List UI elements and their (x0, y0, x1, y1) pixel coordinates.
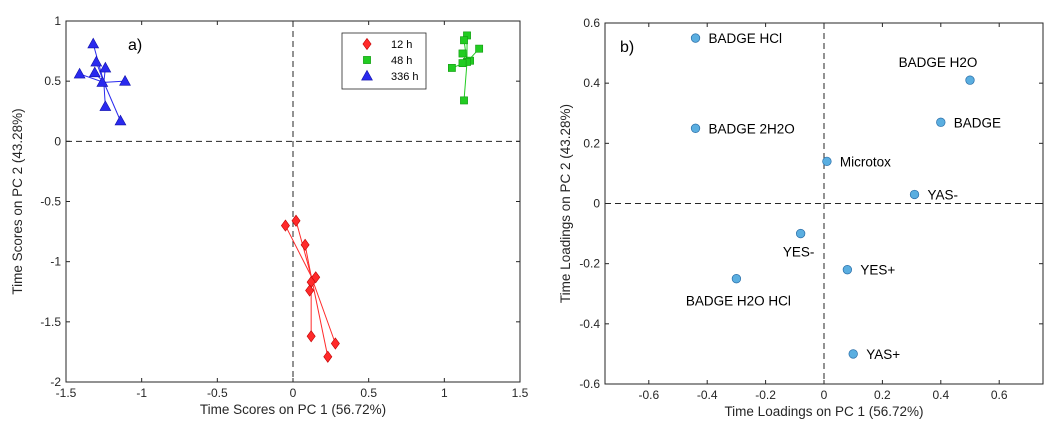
loading-point-label: YES- (783, 245, 815, 260)
y-tick-label: -0.5 (40, 195, 61, 209)
scores-plot-panel: -1.5 -1 -0.5 0 0.5 1 1.5-2-1.5-1-0.500.51Time … (10, 14, 529, 417)
loading-point (731, 274, 742, 284)
data-point-12-h (323, 350, 333, 363)
series-line-12-h (310, 276, 329, 357)
series-line-12-h (310, 275, 336, 344)
data-point-336-h (119, 74, 131, 86)
loading-point (842, 265, 853, 275)
series-line-12-h (284, 225, 312, 277)
x-tick-label: 0.5 (360, 386, 377, 400)
y-tick-label: 0 (593, 197, 600, 211)
series-line-12-h (304, 244, 312, 277)
loading-point-label: BADGE 2H2O (709, 121, 795, 136)
x-axis-label: Time Loadings on PC 1 (56.72%) (724, 404, 923, 419)
legend-label: 48 h (391, 55, 412, 67)
y-tick-label: 0.4 (583, 76, 600, 90)
x-tick-label: 1.5 (512, 386, 529, 400)
loading-point (909, 189, 920, 200)
x-tick-label: -0.4 (697, 388, 718, 402)
legend-marker (363, 56, 371, 64)
data-point-12-h (305, 284, 315, 297)
loading-point-label: YAS- (928, 187, 959, 202)
data-point-336-h (73, 67, 86, 79)
loading-point (690, 123, 701, 133)
x-tick-label: 0 (821, 388, 828, 402)
loading-point-label: YAS+ (866, 347, 900, 362)
y-axis-label: Time Loadings on PC 2 (43.28%) (558, 104, 573, 303)
y-axis-label: Time Scores on PC 2 (43.28%) (10, 108, 25, 294)
series-line-336-h (103, 82, 121, 122)
x-tick-label: -0.2 (755, 388, 776, 402)
legend-marker (362, 37, 372, 51)
y-tick-label: -1.5 (40, 315, 61, 329)
y-tick-label: 1 (54, 14, 61, 28)
data-point-12-h (311, 271, 321, 284)
y-tick-label: 0.2 (583, 136, 600, 150)
data-point-48-h (458, 59, 467, 68)
y-tick-label: -0.2 (579, 257, 600, 271)
data-point-336-h (87, 37, 100, 49)
loading-point-label: Microtox (840, 154, 891, 169)
data-point-336-h (99, 61, 112, 73)
x-tick-label: -1.5 (56, 386, 77, 400)
y-tick-label: -0.4 (579, 317, 600, 331)
data-point-48-h (447, 64, 456, 72)
x-axis-label: Time Scores on PC 1 (56.72%) (200, 402, 386, 417)
loadings-plot-panel: -0.6 -0.4 -0.2 0 0.2 0.4 0.6 -0.6 -0.4 -0.2 0 0.2 0.… (558, 16, 1044, 419)
y-tick-label: -0.6 (579, 377, 600, 391)
y-tick-label: 0.6 (583, 16, 600, 30)
data-point-336-h (114, 114, 127, 126)
data-point-12-h (300, 238, 310, 251)
loading-point-label: BADGE (954, 115, 1001, 130)
x-tick-label: -0.5 (207, 386, 228, 400)
panel-label: b) (620, 39, 634, 56)
y-tick-label: 0.5 (44, 74, 61, 88)
y-tick-label: 0 (54, 134, 61, 148)
x-tick-label: 0.2 (874, 388, 891, 402)
loading-point (690, 33, 701, 43)
data-point-48-h (460, 36, 468, 45)
x-tick-label: -0.6 (638, 388, 659, 402)
x-tick-label: 0 (290, 386, 297, 400)
loading-point (936, 117, 946, 127)
data-point-48-h (460, 96, 468, 105)
loading-point-label: YES+ (860, 263, 895, 278)
loading-point (848, 349, 858, 359)
legend-label: 12 h (391, 39, 412, 51)
data-point-336-h (90, 55, 103, 67)
loading-point (965, 75, 975, 85)
x-tick-label: 0.4 (932, 388, 949, 402)
legend-marker (361, 69, 373, 81)
data-point-12-h (280, 219, 290, 232)
y-tick-label: -2 (50, 375, 61, 389)
data-point-12-h (306, 330, 316, 343)
data-point-336-h (88, 66, 101, 78)
data-point-336-h (96, 76, 109, 87)
x-tick-label: -1 (136, 386, 147, 400)
series-line-48-h (463, 61, 468, 101)
legend-box (341, 32, 427, 90)
x-tick-label: 1 (441, 386, 448, 400)
data-point-48-h (475, 44, 484, 53)
y-tick-label: -1 (50, 255, 61, 269)
loading-point-label: BADGE H2O HCl (686, 294, 791, 309)
loading-point (795, 228, 806, 239)
data-point-48-h (458, 49, 467, 58)
loading-point-label: BADGE HCl (709, 31, 783, 46)
legend-label: 336 h (391, 71, 419, 83)
x-tick-label: 0.6 (991, 388, 1008, 402)
panel-label: a) (128, 37, 142, 54)
loading-point-label: BADGE H2O (899, 55, 978, 70)
loading-point (822, 156, 832, 167)
data-point-336-h (99, 100, 112, 111)
data-point-12-h (291, 214, 301, 227)
data-point-12-h (330, 337, 340, 350)
